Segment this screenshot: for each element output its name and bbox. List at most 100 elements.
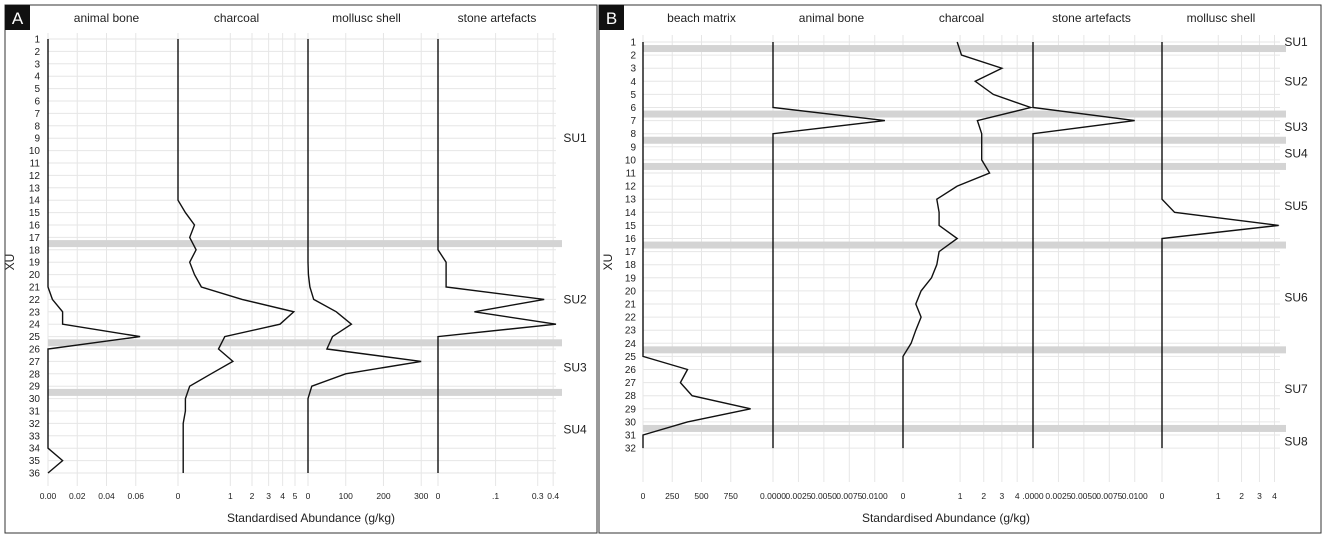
y-tick-label: 21 bbox=[625, 300, 637, 311]
x-tick-label: 0.06 bbox=[127, 491, 144, 501]
y-tick-label: 16 bbox=[625, 234, 637, 245]
y-tick-label: 32 bbox=[625, 444, 637, 455]
unit-label: SU1 bbox=[563, 131, 587, 145]
series-line-charcoal bbox=[902, 41, 1034, 449]
x-tick-label: 0 bbox=[1160, 491, 1165, 501]
unit-boundary-band bbox=[643, 424, 1286, 432]
y-tick-label: 23 bbox=[625, 326, 637, 337]
y-tick-label: 23 bbox=[29, 307, 41, 318]
y-tick-label: 34 bbox=[29, 444, 41, 455]
x-tick-label: 0 bbox=[436, 491, 441, 501]
y-tick-label: 24 bbox=[625, 339, 637, 350]
x-tick-label: 0.0025 bbox=[785, 491, 811, 501]
y-tick-label: 8 bbox=[630, 129, 636, 140]
unit-boundary-band bbox=[48, 388, 562, 396]
y-tick-label: 17 bbox=[625, 247, 637, 258]
unit-boundary-band bbox=[643, 45, 1286, 53]
chart-panel-B: 1234567891011121314151617181920212223242… bbox=[598, 4, 1322, 534]
y-tick-label: 31 bbox=[625, 431, 637, 442]
y-tick-label: 17 bbox=[29, 233, 41, 244]
x-tick-label: 0.02 bbox=[69, 491, 86, 501]
y-tick-label: 27 bbox=[625, 378, 637, 389]
x-tick-label: 3 bbox=[1257, 491, 1262, 501]
series-line-mollusc-shell bbox=[1161, 42, 1279, 449]
x-tick-label: 4 bbox=[1015, 491, 1020, 501]
unit-label: SU5 bbox=[1284, 199, 1308, 213]
x-tick-label: 100 bbox=[339, 491, 353, 501]
series-line-stone-artefacts bbox=[437, 39, 557, 473]
x-tick-label: 0 bbox=[901, 491, 906, 501]
y-tick-label: 18 bbox=[29, 245, 41, 256]
unit-boundary-band bbox=[643, 162, 1286, 170]
series-line-animal-bone bbox=[47, 39, 141, 474]
unit-boundary-band bbox=[643, 110, 1286, 118]
y-tick-label: 4 bbox=[34, 72, 40, 83]
unit-label: SU4 bbox=[563, 423, 587, 437]
panel-frame bbox=[4, 4, 598, 534]
x-tick-label: 0.0050 bbox=[1071, 491, 1097, 501]
y-tick-label: 19 bbox=[625, 273, 637, 284]
x-tick-label: 0.0100 bbox=[1122, 491, 1148, 501]
y-tick-label: 6 bbox=[630, 103, 636, 114]
x-tick-label: 1 bbox=[958, 491, 963, 501]
x-tick-label: 3 bbox=[266, 491, 271, 501]
y-tick-label: 3 bbox=[34, 59, 40, 70]
series-header: mollusc shell bbox=[1187, 11, 1256, 25]
x-tick-label: 0.00 bbox=[40, 491, 57, 501]
x-tick-label: .1 bbox=[492, 491, 499, 501]
panel-badge bbox=[5, 5, 30, 30]
x-axis-label: Standardised Abundance (g/kg) bbox=[862, 511, 1030, 525]
x-tick-label: 250 bbox=[665, 491, 679, 501]
y-tick-label: 8 bbox=[34, 121, 40, 132]
y-tick-label: 6 bbox=[34, 97, 40, 108]
x-tick-label: 0 bbox=[306, 491, 311, 501]
y-tick-label: 32 bbox=[29, 419, 41, 430]
panel-badge-label: B bbox=[606, 9, 617, 28]
series-header: beach matrix bbox=[667, 11, 736, 25]
x-tick-label: 200 bbox=[376, 491, 390, 501]
y-tick-label: 11 bbox=[30, 159, 41, 170]
unit-label: SU4 bbox=[1284, 146, 1308, 160]
x-tick-label: 0.0075 bbox=[1096, 491, 1122, 501]
y-tick-label: 21 bbox=[29, 283, 41, 294]
panel-badge-label: A bbox=[12, 9, 24, 28]
unit-label: SU6 bbox=[1284, 290, 1308, 304]
unit-boundary-band bbox=[643, 346, 1286, 354]
panel-badge bbox=[599, 5, 624, 30]
y-tick-label: 16 bbox=[29, 221, 41, 232]
x-tick-label: 0.0050 bbox=[811, 491, 837, 501]
y-tick-label: 27 bbox=[29, 357, 41, 368]
unit-label: SU3 bbox=[563, 361, 587, 375]
y-tick-label: 20 bbox=[625, 286, 637, 297]
y-tick-label: 24 bbox=[29, 320, 41, 331]
y-tick-label: 33 bbox=[29, 431, 41, 442]
y-tick-label: 9 bbox=[630, 142, 636, 153]
series-header: charcoal bbox=[939, 11, 984, 25]
x-tick-label: 0.0025 bbox=[1045, 491, 1071, 501]
chart-panel-A: 1234567891011121314151617181920212223242… bbox=[3, 4, 598, 534]
series-header: stone artefacts bbox=[1052, 11, 1131, 25]
series-line-stone-artefacts bbox=[1032, 42, 1135, 449]
series-line-mollusc-shell bbox=[307, 39, 422, 473]
x-tick-label: 0.0075 bbox=[836, 491, 862, 501]
y-tick-label: 13 bbox=[625, 195, 637, 206]
unit-boundary-band bbox=[48, 240, 562, 248]
y-tick-label: 20 bbox=[29, 270, 41, 281]
series-header: stone artefacts bbox=[458, 11, 537, 25]
unit-boundary-band bbox=[643, 136, 1286, 144]
x-tick-label: 2 bbox=[250, 491, 255, 501]
series-line-charcoal bbox=[177, 39, 296, 473]
unit-boundary-band bbox=[643, 241, 1286, 249]
series-header: mollusc shell bbox=[332, 11, 401, 25]
x-tick-label: 0.3 bbox=[532, 491, 544, 501]
y-tick-label: 13 bbox=[29, 183, 41, 194]
unit-label: SU8 bbox=[1284, 435, 1308, 449]
y-tick-label: 9 bbox=[34, 134, 40, 145]
y-tick-label: 18 bbox=[625, 260, 637, 271]
x-tick-label: 0.4 bbox=[547, 491, 559, 501]
y-tick-label: 1 bbox=[34, 35, 40, 46]
x-tick-label: 1 bbox=[1216, 491, 1221, 501]
series-line-animal-bone bbox=[772, 42, 885, 449]
y-tick-label: 25 bbox=[625, 352, 637, 363]
